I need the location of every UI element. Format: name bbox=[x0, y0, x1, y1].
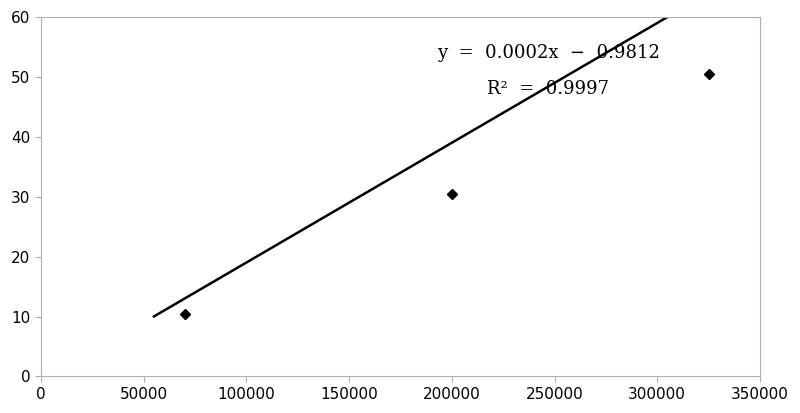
Text: R²  =  0.9997: R² = 0.9997 bbox=[487, 80, 610, 98]
Text: y  =  0.0002x  −  0.9812: y = 0.0002x − 0.9812 bbox=[437, 44, 660, 62]
